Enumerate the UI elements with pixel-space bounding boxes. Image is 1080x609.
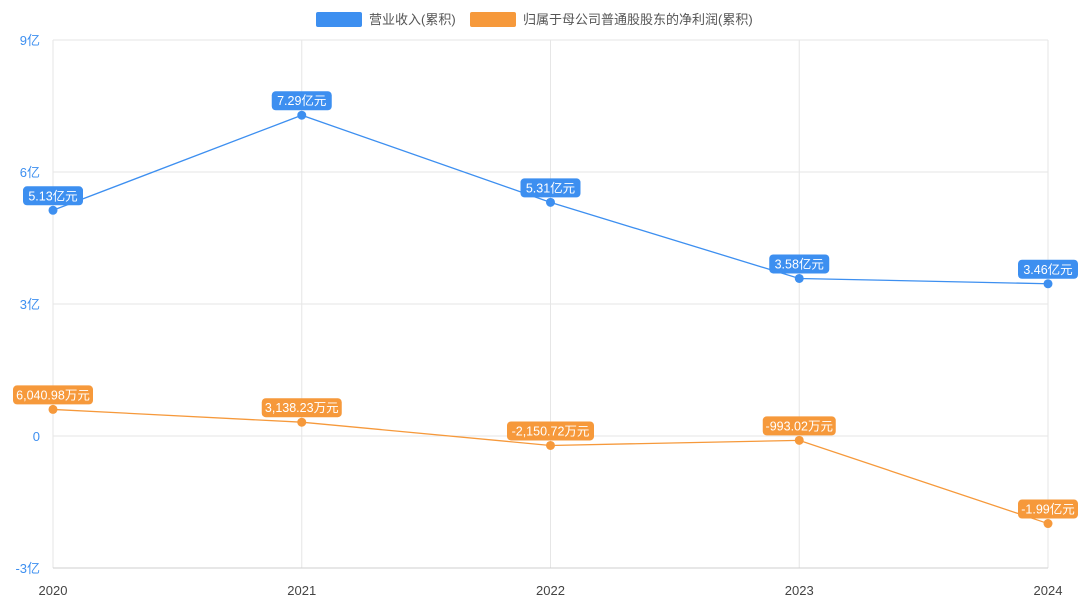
x-tick-label: 2020	[39, 583, 68, 598]
data-point	[546, 197, 555, 207]
legend-label: 归属于母公司普通股股东的净利润(累积)	[523, 12, 753, 27]
data-point	[1043, 519, 1053, 529]
grid-lines	[52, 39, 1049, 569]
data-point	[794, 273, 804, 283]
data-point	[1043, 279, 1053, 289]
legend-swatch	[470, 12, 516, 27]
y-axis: 9亿 6亿 3亿 0 -3亿	[15, 33, 40, 576]
x-tick-label: 2021	[287, 583, 316, 598]
x-axis: 2020 2021 2022 2023 2024	[39, 583, 1063, 598]
y-tick-label: 9亿	[20, 33, 40, 48]
data-label-box	[13, 385, 93, 405]
data-label-box	[769, 254, 830, 274]
data-label: 3.46亿元	[1023, 262, 1072, 277]
y-tick-label: 3亿	[20, 297, 40, 312]
data-label: -1.99亿元	[1021, 502, 1075, 517]
data-label: 3,138.23万元	[265, 401, 339, 415]
legend: 营业收入(累积) 归属于母公司普通股股东的净利润(累积)	[316, 12, 753, 27]
x-tick-label: 2023	[785, 583, 814, 598]
series-layer	[48, 110, 1053, 529]
data-label-box	[261, 398, 342, 418]
data-label: -993.02万元	[766, 419, 833, 433]
data-label-box	[1018, 259, 1078, 279]
x-tick-label: 2024	[1034, 583, 1063, 598]
data-point	[546, 440, 555, 450]
y-tick-label: 0	[33, 429, 40, 444]
legend-swatch	[316, 12, 362, 27]
data-point	[48, 205, 58, 215]
data-point	[297, 110, 307, 120]
y-tick-label: 6亿	[20, 165, 40, 180]
legend-label: 营业收入(累积)	[369, 12, 456, 27]
data-point	[794, 435, 804, 445]
data-label: 5.31亿元	[526, 180, 575, 195]
data-label-box	[23, 186, 83, 206]
y-tick-label: -3亿	[15, 561, 40, 576]
data-label-box	[520, 178, 581, 198]
data-label-box	[507, 421, 594, 441]
data-label-box	[1018, 499, 1078, 519]
data-label-box	[271, 91, 332, 111]
x-tick-label: 2022	[536, 583, 565, 598]
data-label-box	[762, 416, 836, 436]
data-labels: 5.13亿元 7.29亿元 5.31亿元 3.58亿元 3.46亿元 6,040.98万元…	[13, 91, 1078, 519]
data-label: 3.58亿元	[775, 256, 824, 271]
data-point	[297, 417, 307, 427]
data-label: 5.13亿元	[28, 188, 77, 203]
data-label: 6,040.98万元	[16, 388, 90, 402]
data-label: -2,150.72万元	[512, 424, 590, 438]
data-point	[48, 404, 58, 414]
data-label: 7.29亿元	[277, 93, 326, 108]
